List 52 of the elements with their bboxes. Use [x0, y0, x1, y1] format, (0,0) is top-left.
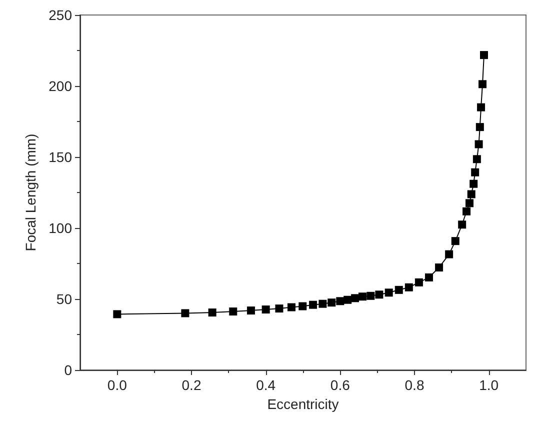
point	[477, 103, 486, 112]
y-tick-label: 100	[48, 220, 72, 236]
point	[424, 273, 433, 282]
y-tick-label: 250	[48, 7, 72, 23]
point	[309, 300, 318, 309]
y-tick-label: 200	[48, 78, 72, 94]
x-tick-label: 0.2	[182, 377, 202, 393]
point	[394, 286, 403, 294]
point	[351, 294, 360, 302]
point	[328, 298, 336, 307]
y-tick-label: 0	[64, 362, 72, 378]
x-axis-title: Eccentricity	[267, 396, 339, 412]
point	[113, 310, 122, 318]
point	[472, 155, 481, 164]
point	[181, 309, 190, 318]
point	[474, 140, 483, 148]
point	[298, 302, 307, 310]
point	[435, 263, 444, 272]
point	[476, 123, 484, 132]
point	[275, 304, 284, 313]
point	[458, 220, 466, 229]
y-tick-label: 50	[56, 291, 72, 307]
y-tick-label: 150	[48, 149, 72, 165]
point	[467, 190, 476, 198]
point	[462, 207, 471, 216]
x-tick-label: 0.6	[330, 377, 350, 393]
point	[404, 283, 413, 292]
point	[478, 80, 487, 88]
point	[344, 296, 352, 304]
point	[358, 292, 366, 301]
x-tick-label: 0.0	[107, 377, 128, 393]
point	[208, 308, 216, 316]
point	[414, 278, 423, 286]
point	[466, 199, 474, 208]
point	[366, 292, 375, 300]
point	[451, 237, 460, 246]
x-tick-label: 1.0	[479, 377, 499, 393]
point	[318, 300, 327, 308]
point	[470, 180, 478, 188]
point	[262, 306, 270, 314]
point	[336, 297, 344, 306]
point	[246, 306, 255, 314]
y-axis-title: Focal Length (mm)	[22, 134, 39, 252]
point	[229, 307, 238, 316]
point	[287, 303, 296, 312]
x-tick-label: 0.8	[404, 377, 424, 393]
point	[480, 51, 488, 60]
point	[445, 250, 454, 258]
x-tick-label: 0.4	[256, 377, 276, 393]
point	[384, 288, 393, 297]
point	[375, 290, 384, 299]
point	[471, 168, 480, 176]
